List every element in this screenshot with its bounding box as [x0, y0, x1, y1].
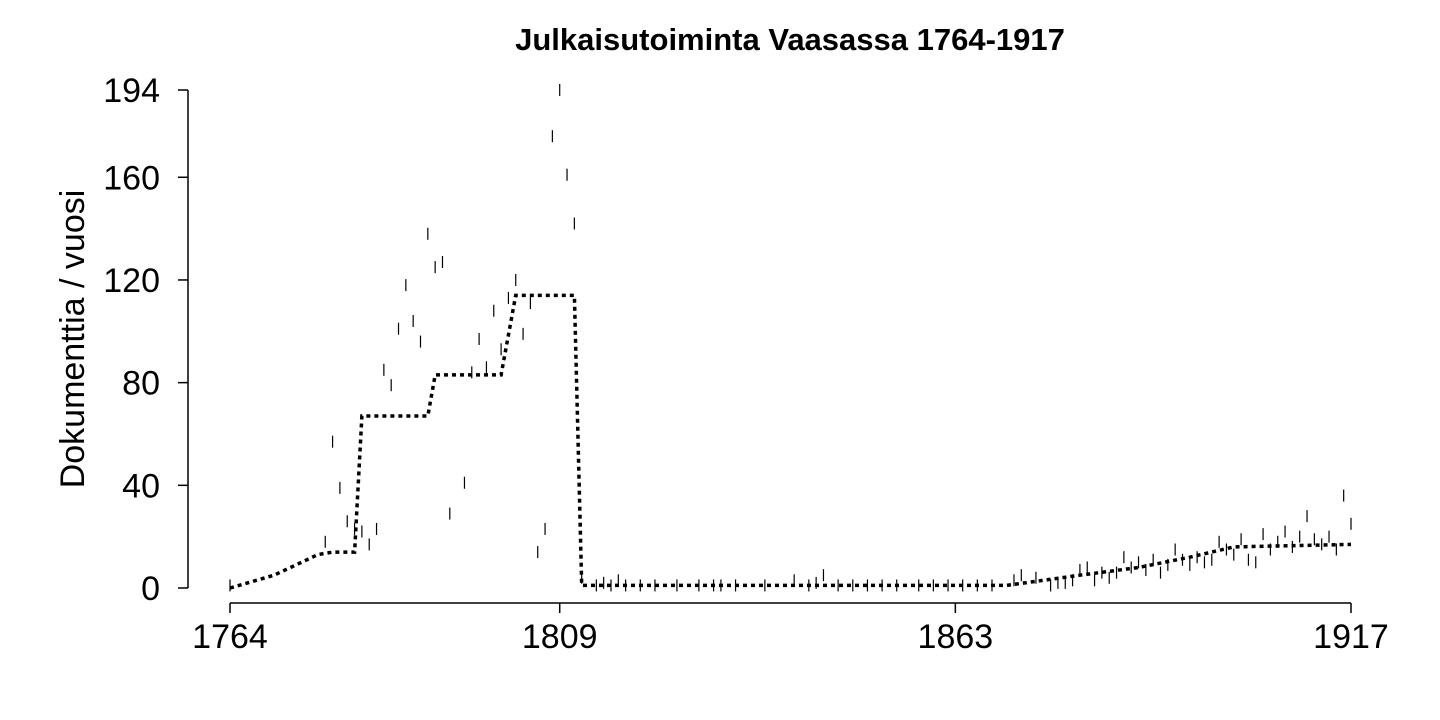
y-axis-label: Dokumenttia / vuosi: [54, 190, 92, 489]
x-tick-label: 1917: [1313, 618, 1389, 656]
y-tick-label: 80: [122, 365, 160, 403]
y-tick-label: 160: [103, 159, 160, 197]
x-tick-label: 1863: [918, 618, 994, 656]
chart-title: Julkaisutoiminta Vaasassa 1764-1917: [515, 22, 1065, 57]
step-series-line: [229, 293, 1352, 590]
x-tick-label: 1809: [522, 618, 598, 656]
y-tick-label: 194: [103, 72, 160, 110]
y-axis-ticks: 0 40 80 120 160 194: [103, 72, 188, 608]
y-tick-label: 0: [141, 570, 160, 608]
scatter-points: [229, 84, 1352, 592]
x-tick-label: 1764: [192, 618, 268, 656]
x-axis-ticks: 1764 1809 1863 1917: [192, 603, 1389, 656]
y-tick-label: 40: [122, 467, 160, 505]
y-tick-label: 120: [103, 262, 160, 300]
